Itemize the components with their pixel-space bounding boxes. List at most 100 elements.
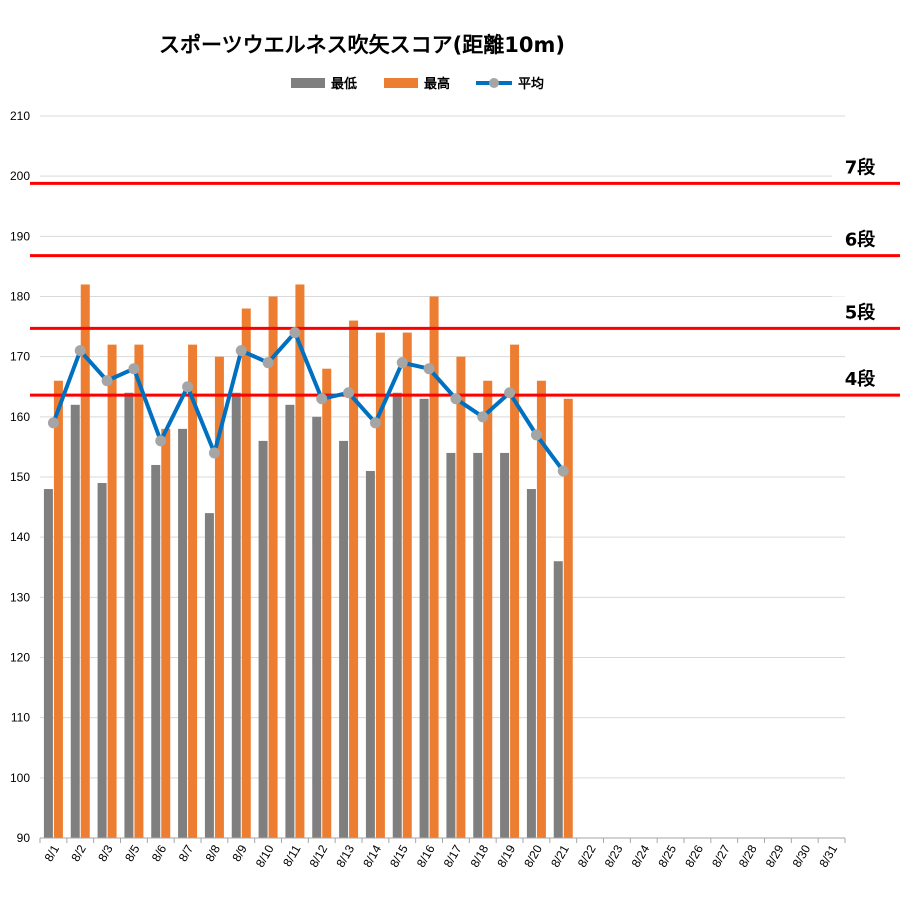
legend-swatch-min <box>291 78 325 88</box>
bar-max <box>214 356 224 838</box>
bar-min <box>312 416 322 838</box>
bar-min <box>339 440 349 838</box>
avg-point <box>289 327 301 339</box>
x-tick-label: 8/13 <box>333 842 357 870</box>
avg-point <box>504 387 516 399</box>
bar-min <box>365 470 375 838</box>
x-axis: 8/1 8/2 8/3 8/5 8/6 8/7 8/8 8/9 8/10 8/11 8/12 8/13… <box>39 837 846 870</box>
avg-point <box>74 345 86 357</box>
y-tick-label: 150 <box>10 470 30 484</box>
y-tick-label: 210 <box>10 109 30 123</box>
x-tick-label: 8/16 <box>414 842 438 870</box>
bar-max <box>483 380 493 838</box>
x-tick-label: 8/22 <box>575 842 599 870</box>
bar-max <box>510 344 520 838</box>
x-tick-label: 8/10 <box>253 842 277 870</box>
avg-point <box>450 393 462 405</box>
x-tick-label: 8/17 <box>441 842 465 870</box>
y-tick-label: 160 <box>10 410 30 424</box>
avg-point <box>182 381 194 393</box>
x-tick-label: 8/2 <box>68 842 89 864</box>
rank-label: 6段 <box>845 229 877 251</box>
avg-point <box>128 363 140 375</box>
avg-point <box>423 363 435 375</box>
bar-min <box>553 561 563 838</box>
x-tick-label: 8/1 <box>42 842 63 864</box>
x-tick-label: 8/7 <box>176 842 197 864</box>
x-tick-label: 8/30 <box>790 842 814 870</box>
avg-point <box>101 375 113 387</box>
avg-point <box>47 417 59 429</box>
bar-max <box>188 344 198 838</box>
bar-min <box>526 489 536 838</box>
bar-min <box>204 513 214 838</box>
y-tick-label: 120 <box>10 651 30 665</box>
y-tick-label: 100 <box>10 771 30 785</box>
bar-max <box>349 320 359 839</box>
bar-max <box>80 284 90 838</box>
avg-point <box>343 387 355 399</box>
bar-max <box>53 380 63 838</box>
bar-min <box>473 452 483 838</box>
legend-label-max: 最高 <box>424 76 450 92</box>
y-tick-label: 180 <box>10 290 30 304</box>
x-tick-label: 8/21 <box>548 842 572 870</box>
avg-point <box>369 417 381 429</box>
bar-max <box>295 284 305 838</box>
bar-max <box>241 308 251 838</box>
y-axis: 90 100 110 120 130 140 150 160 170 180 190 200 210 <box>10 109 30 845</box>
rank-label: 7段 <box>845 156 877 178</box>
avg-point <box>155 435 167 447</box>
avg-point <box>262 357 274 369</box>
y-tick-label: 140 <box>10 530 30 544</box>
bar-min <box>446 452 456 838</box>
bar-max <box>107 344 117 838</box>
x-tick-label: 8/5 <box>122 842 143 864</box>
bars <box>43 284 573 839</box>
bar-max <box>456 356 466 838</box>
x-tick-label: 8/6 <box>149 842 170 864</box>
bar-min <box>285 404 295 838</box>
x-tick-label: 8/29 <box>763 842 787 870</box>
x-tick-label: 8/12 <box>307 842 331 870</box>
bar-max <box>429 296 439 838</box>
bar-min <box>231 392 241 838</box>
y-tick-label: 190 <box>10 229 30 243</box>
bar-min <box>70 404 80 838</box>
rank-label-bg <box>832 151 890 182</box>
bar-max <box>402 332 412 838</box>
legend-label-avg: 平均 <box>518 76 544 92</box>
chart-title: スポーツウエルネス吹矢スコア(距離10m) <box>159 33 565 57</box>
avg-point <box>477 411 489 423</box>
avg-point <box>235 345 247 357</box>
bar-min <box>392 392 402 838</box>
rank-label-bg <box>832 363 890 394</box>
x-tick-label: 8/31 <box>816 842 840 870</box>
bar-min <box>151 464 161 838</box>
x-tick-label: 8/18 <box>468 842 492 870</box>
x-tick-label: 8/11 <box>280 842 304 869</box>
average-line <box>47 327 569 477</box>
bar-min <box>43 489 53 838</box>
avg-point <box>557 465 569 477</box>
bar-max <box>134 344 144 838</box>
x-tick-label: 8/25 <box>655 842 679 870</box>
avg-point <box>208 447 220 459</box>
rank-label: 4段 <box>845 368 877 390</box>
rank-label-bg <box>832 223 890 254</box>
legend-swatch-max <box>384 78 418 88</box>
legend: 最低 最高 平均 <box>291 76 544 92</box>
avg-point <box>396 357 408 369</box>
x-tick-label: 8/26 <box>682 842 706 870</box>
avg-point <box>530 429 542 441</box>
gridlines <box>40 115 845 839</box>
rank-label-bg <box>832 296 890 327</box>
x-tick-label: 8/24 <box>629 842 653 870</box>
x-tick-label: 8/23 <box>602 842 626 870</box>
bar-max <box>322 368 332 838</box>
bar-max <box>563 398 573 838</box>
y-tick-label: 110 <box>11 711 30 725</box>
x-tick-label: 8/14 <box>360 842 384 870</box>
x-tick-label: 8/20 <box>521 842 545 870</box>
